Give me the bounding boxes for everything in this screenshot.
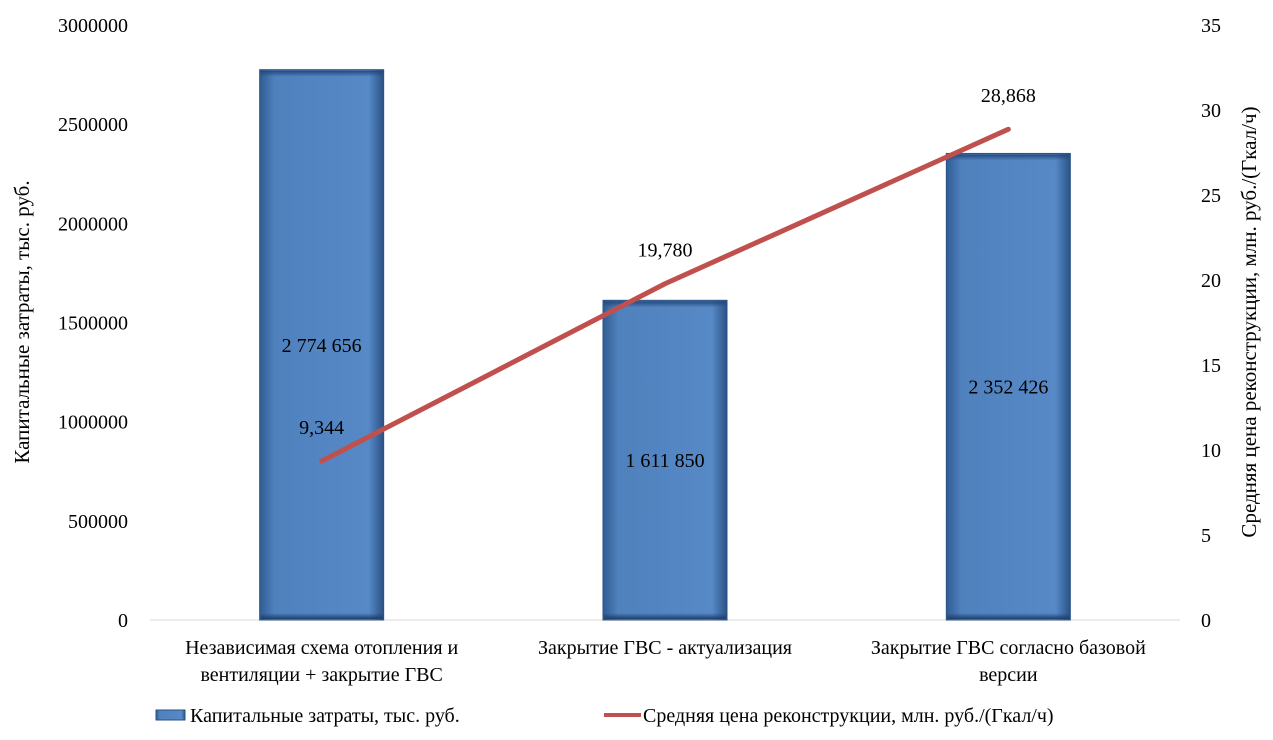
y-right-tick-label: 35 [1201, 15, 1221, 37]
y-right-tick-label: 30 [1201, 100, 1221, 122]
x-category-label: Закрытие ГВС согласно базовой [871, 637, 1146, 659]
line-data-label: 9,344 [299, 417, 344, 439]
y-axis-left-title: Капитальные затраты, тыс. руб. [10, 180, 34, 463]
bar-data-label: 2 774 656 [282, 335, 362, 357]
y-left-tick-label: 3000000 [58, 15, 128, 37]
y-left-tick-label: 2000000 [58, 213, 128, 235]
bars-layer [259, 69, 1071, 621]
bar-body [602, 299, 728, 621]
y-right-tick-label: 5 [1201, 525, 1211, 547]
legend-line-label: Средняя цена реконструкции, млн. руб./(Г… [643, 705, 1054, 727]
bar [259, 69, 385, 621]
bar-bevel-bottom [947, 613, 1070, 619]
y-left-tick-label: 500000 [68, 511, 128, 533]
bar-bevel-bottom [260, 613, 383, 619]
y-left-tick-label: 1000000 [58, 412, 128, 434]
bar-data-label: 2 352 426 [968, 377, 1048, 399]
line-data-label: 28,868 [981, 85, 1036, 107]
line-data-label: 19,780 [638, 240, 693, 262]
labels-layer: 2 774 656 1 611 850 2 352 426 9,344 19,780 28… [282, 85, 1049, 472]
bar [602, 299, 728, 621]
y-right-tick-label: 15 [1201, 355, 1221, 377]
y-left-tick-label: 0 [118, 610, 128, 632]
legend: Капитальные затраты, тыс. руб. Средняя ц… [155, 705, 1054, 727]
y-right-tick-label: 25 [1201, 185, 1221, 207]
line-series [319, 126, 1011, 464]
bar-bevel-bottom [604, 613, 726, 619]
bar-body [945, 152, 1071, 621]
x-category-label: Закрытие ГВС - актуализация [538, 637, 792, 659]
y-axis-right-title: Средняя цена реконструкции, млн. руб./(Г… [1237, 106, 1261, 537]
x-category-label: вентиляции + закрытие ГВС [200, 664, 442, 686]
bar [945, 152, 1071, 621]
y-left-tick-label: 2500000 [58, 114, 128, 136]
x-category-label: версии [979, 664, 1038, 686]
bar-body [259, 69, 385, 621]
legend-bar-swatch [155, 709, 186, 721]
bar-bevel-top [260, 70, 383, 77]
y-right-tick-label: 20 [1201, 270, 1221, 292]
line-layer [319, 126, 1011, 464]
bar-bevel-top [947, 154, 1070, 161]
bar-bevel-top [604, 301, 726, 308]
legend-bar-label: Капитальные затраты, тыс. руб. [190, 705, 460, 727]
x-category-label: Независимая схема отопления и [185, 637, 458, 659]
axes-layer: 0 500000 1000000 1500000 2000000 2500000 30000… [58, 15, 1221, 686]
y-right-tick-label: 10 [1201, 440, 1221, 462]
y-right-tick-label: 0 [1201, 610, 1211, 632]
y-left-tick-label: 1500000 [58, 313, 128, 335]
bar-data-label: 1 611 850 [625, 450, 704, 472]
